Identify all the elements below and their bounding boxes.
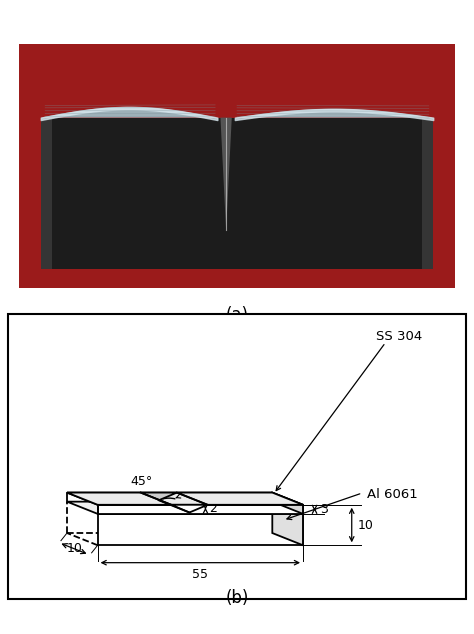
Polygon shape xyxy=(98,505,303,514)
Polygon shape xyxy=(226,118,433,269)
Text: 10: 10 xyxy=(357,519,373,531)
Polygon shape xyxy=(67,493,171,505)
Text: SS 304: SS 304 xyxy=(376,330,423,342)
Polygon shape xyxy=(19,44,455,288)
Polygon shape xyxy=(41,118,52,269)
Polygon shape xyxy=(67,493,303,505)
Text: Al 6061: Al 6061 xyxy=(367,488,418,501)
Polygon shape xyxy=(272,501,303,545)
Text: (a): (a) xyxy=(226,306,248,323)
Text: 3: 3 xyxy=(320,503,328,516)
Polygon shape xyxy=(272,493,303,514)
Polygon shape xyxy=(177,493,303,505)
FancyBboxPatch shape xyxy=(9,314,465,599)
Polygon shape xyxy=(235,109,433,118)
Polygon shape xyxy=(41,118,226,269)
Polygon shape xyxy=(141,493,177,500)
Polygon shape xyxy=(422,118,433,269)
Text: 45°: 45° xyxy=(130,475,152,488)
Polygon shape xyxy=(171,505,208,512)
Polygon shape xyxy=(220,118,232,230)
Polygon shape xyxy=(98,514,303,545)
Polygon shape xyxy=(67,501,303,514)
Polygon shape xyxy=(41,107,218,118)
Text: 2: 2 xyxy=(209,502,217,515)
Text: (b): (b) xyxy=(225,589,249,607)
Text: 10: 10 xyxy=(66,542,82,555)
Text: 55: 55 xyxy=(192,568,208,581)
